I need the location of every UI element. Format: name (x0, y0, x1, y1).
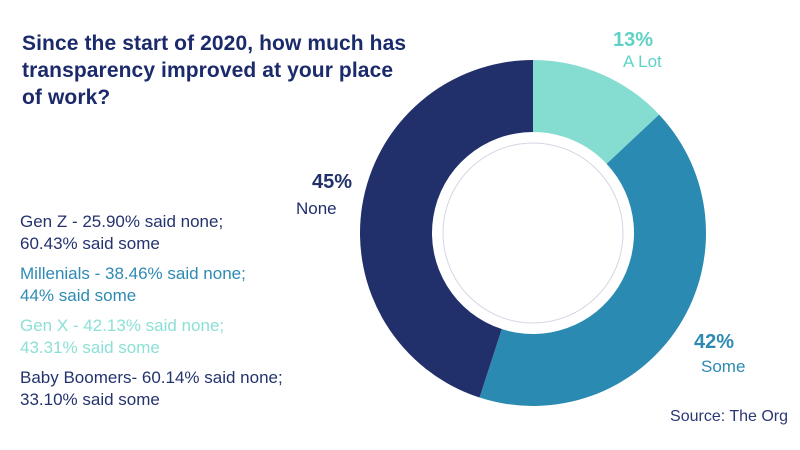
stat-millenials: Millenials - 38.46% said none; 44% said … (20, 263, 283, 306)
chart-title-line: Since the start of 2020, how much has (22, 32, 407, 55)
slice-label-none: None (296, 199, 337, 218)
slice-value-none: 45% (312, 171, 353, 193)
slice-value-a-lot: 13% (613, 29, 654, 51)
stat-line: 44% said some (20, 285, 137, 305)
donut-chart (360, 60, 706, 406)
chart-title-line: transparency improved at your place (22, 59, 394, 82)
stat-line: Gen Z - 25.90% said none; (20, 212, 224, 231)
chart-title-line: of work? (22, 86, 111, 109)
stat-line: Millenials - 38.46% said none; (20, 264, 246, 283)
stat-baby-boomers: Baby Boomers- 60.14% said none; 33.10% s… (20, 367, 283, 410)
generation-stats: Gen Z - 25.90% said none; 60.43% said so… (20, 211, 283, 419)
stat-line: 33.10% said some (20, 389, 160, 409)
stat-line: 43.31% said some (20, 337, 160, 357)
donut-slice-a-lot (533, 60, 660, 164)
donut-slice-some (479, 114, 706, 406)
donut-inner-ring (442, 142, 624, 324)
stat-gen-x: Gen X - 42.13% said none; 43.31% said so… (20, 315, 283, 358)
chart-title: Since the start of 2020, how much has tr… (22, 30, 406, 111)
stat-gen-z: Gen Z - 25.90% said none; 60.43% said so… (20, 211, 283, 254)
stat-line: Baby Boomers- 60.14% said none; (20, 368, 283, 387)
stat-line: Gen X - 42.13% said none; (20, 316, 225, 335)
slice-value-some: 42% (694, 331, 735, 353)
slice-label-some: Some (701, 357, 746, 376)
source-credit: Source: The Org (670, 408, 788, 425)
donut-slice-none (360, 60, 533, 398)
stat-line: 60.43% said some (20, 233, 160, 253)
slice-label-a-lot: A Lot (623, 52, 662, 71)
